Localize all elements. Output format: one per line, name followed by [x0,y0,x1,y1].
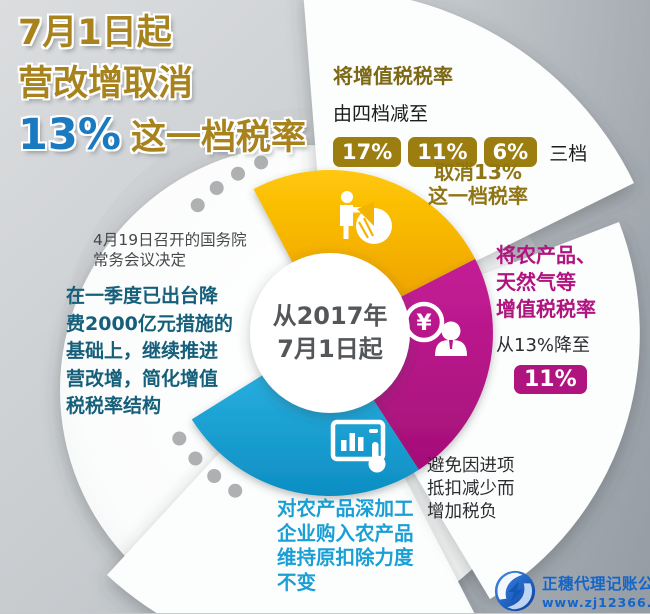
text-line: 常务会议决定 [93,251,187,269]
text-line: 增加税负 [427,502,497,522]
rate-badge: 6% [483,137,538,167]
company-url: www.zj12366.com [542,595,650,610]
title-line: 13% 这一档税率 [18,110,306,164]
text-line: 对农产品深加工 [277,497,414,520]
segment-magenta [371,259,493,470]
presenter-pie-chart-icon [340,191,392,244]
dotted-arc-top [190,155,269,213]
bar-chart-touch-icon [330,419,386,473]
page-title: 7月1日起 营改增取消 13% 这一档税率 [18,8,306,164]
dotted-arc-bottom [172,431,243,498]
title-highlight: 13% [18,110,121,160]
text-line: 7月1日起 [277,335,383,363]
rate-badge: 11% [514,365,587,394]
agriculture-subtext: 从13%降至 [496,335,591,356]
center-date-label: 从2017年 7月1日起 [240,300,420,366]
title-line: 营改增取消 [18,64,194,104]
text-line: 抵扣减少而 [427,479,515,499]
text-line: 在一季度已出台降 [66,285,219,307]
text-line: 税税率结构 [66,395,162,417]
text-line: 4月19日召开的国务院 [93,231,247,249]
text-line: 不变 [277,570,317,594]
vat-heading: 将增值税税率 [333,64,453,88]
vat-cancel-note: 取消13% 这一档税率 [378,160,578,208]
yuan-coin-person-icon: ¥ [403,301,467,356]
text-line: 营改增，简化增值 [66,367,219,390]
vat-rate-badges: 17% 11% 6% 三档 [333,137,587,167]
text-line: 避免因进项 [427,456,515,476]
rate-badge: 11% [408,137,477,167]
text-line: 将农产品、 [496,243,596,267]
text-line: 天然气等 [496,270,576,294]
vat-tiers-block: 将增值税税率 由四档减至 17% 11% 6% 三档 [333,60,587,167]
agriculture-block: 将农产品、 天然气等 增值税税率 从13%降至 11% [496,242,596,394]
avoid-burden-block: 避免因进项 抵扣减少而 增加税负 [427,455,515,524]
text-line: 费2000亿元措施的 [66,312,233,335]
company-logo: 正穗代理记账公司 www.zj12366.com [492,568,650,614]
text-line: 基础上，继续推进 [66,340,219,362]
title-line: 7月1日起 [18,13,172,53]
text-line: 增值税税率 [496,297,596,321]
company-name: 正穗代理记账公司 [542,575,650,593]
company-logo-icon [494,570,536,612]
rate-badge: 17% [333,137,402,167]
measures-block: 在一季度已出台降 费2000亿元措施的 基础上，继续推进 营改增，简化增值 税税… [66,283,233,421]
text-line: 企业购入农产品 [277,521,414,545]
text-line: 取消13% [434,160,522,184]
council-block: 4月19日召开的国务院 常务会议决定 [93,230,247,270]
text-line: 维持原扣除力度 [277,546,414,569]
title-rest: 这一档税率 [130,118,306,158]
vat-subtext: 由四档减至 [333,103,429,125]
vat-badges-suffix: 三档 [549,142,588,165]
center-disc [250,253,410,413]
text-line: 从2017年 [272,302,388,330]
deep-processing-block: 对农产品深加工 企业购入农产品 维持原扣除力度 不变 [277,497,414,595]
text-line: 这一档税率 [428,184,528,208]
company-logo-text: 正穗代理记账公司 www.zj12366.com [542,572,650,610]
svg-text:¥: ¥ [416,311,432,336]
